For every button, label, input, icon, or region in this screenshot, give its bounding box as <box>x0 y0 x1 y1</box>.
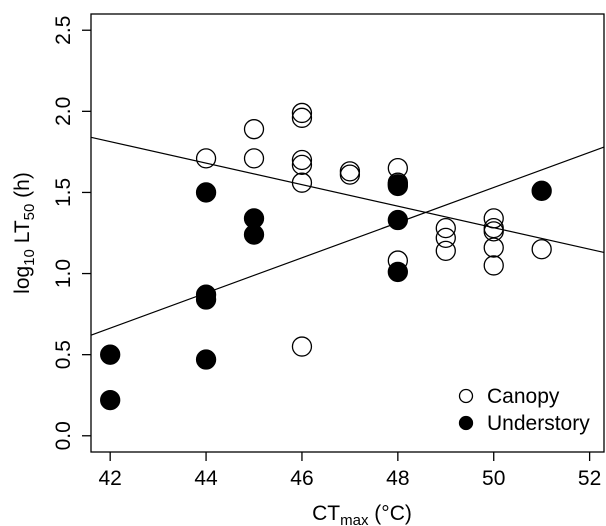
canopy-point <box>291 149 313 171</box>
understory-point <box>531 180 552 201</box>
canopy-fit-line <box>90 136 605 254</box>
data-points <box>100 102 552 411</box>
canopy-point <box>483 255 504 276</box>
x-tick-label: 46 <box>290 467 313 490</box>
canopy-point <box>339 164 361 185</box>
legend-canopy-marker <box>458 388 474 404</box>
y-tick-label: 2.0 <box>52 97 75 126</box>
understory-point <box>195 182 217 203</box>
y-tick-label: 0.5 <box>52 340 75 369</box>
understory-point <box>100 344 121 365</box>
canopy-point <box>483 221 504 242</box>
understory-point <box>195 349 217 370</box>
x-tick-label: 50 <box>482 467 505 490</box>
canopy-point <box>291 172 313 193</box>
canopy-point <box>195 148 217 169</box>
plot-frame <box>90 13 605 453</box>
canopy-point <box>531 239 552 260</box>
understory-point <box>387 175 408 197</box>
legend: Canopy Understory <box>458 385 590 435</box>
x-axis: 42 44 46 48 50 52 <box>98 452 601 490</box>
understory-point <box>195 289 217 310</box>
canopy-point <box>483 237 504 258</box>
canopy-point <box>243 148 265 169</box>
canopy-point <box>243 119 265 140</box>
y-tick-label: 2.5 <box>52 16 75 45</box>
legend-understory-label: Understory <box>487 412 590 435</box>
canopy-point <box>291 107 313 128</box>
legend-understory-marker <box>458 415 474 431</box>
understory-point <box>387 209 408 231</box>
x-tick-label: 52 <box>578 467 601 490</box>
fit-lines <box>90 136 605 336</box>
legend-canopy-label: Canopy <box>487 385 560 408</box>
x-tick-label: 48 <box>386 467 409 490</box>
x-tick-label: 44 <box>194 467 218 490</box>
x-axis-label: CTmax (°C) <box>312 502 412 526</box>
understory-fit-line <box>90 146 605 336</box>
canopy-point <box>291 154 313 176</box>
y-tick-label: 1.5 <box>52 178 75 207</box>
x-tick-label: 42 <box>98 467 121 490</box>
understory-point <box>243 224 265 245</box>
canopy-point <box>435 240 456 261</box>
understory-point <box>387 261 408 283</box>
canopy-point <box>483 208 504 229</box>
canopy-point <box>435 217 456 239</box>
canopy-point <box>291 336 313 357</box>
y-axis-label: log10 LT50 (h) <box>11 172 38 294</box>
canopy-point <box>291 102 313 124</box>
y-tick-label: 0.0 <box>52 421 75 450</box>
y-axis: 0.0 0.5 1.0 1.5 2.0 2.5 <box>52 16 91 450</box>
y-tick-label: 1.0 <box>52 259 75 288</box>
understory-point <box>100 389 121 411</box>
canopy-point <box>435 227 456 249</box>
